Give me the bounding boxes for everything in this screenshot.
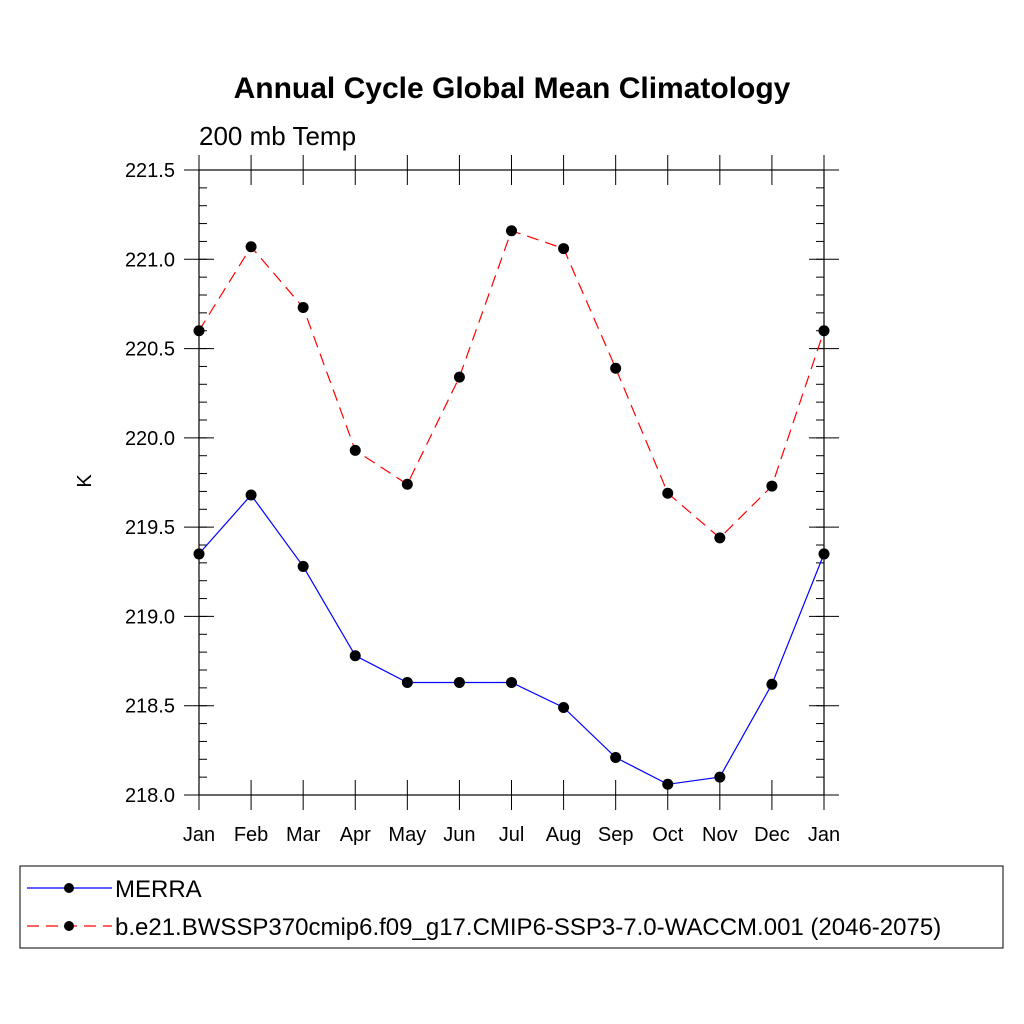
y-axis-label: K (74, 474, 96, 488)
data-point-s1-12 (818, 325, 830, 337)
legend-item-waccm: b.e21.BWSSP370cmip6.f09_g17.CMIP6-SSP3-7… (27, 914, 941, 941)
data-point-s0-12 (818, 548, 830, 560)
data-point-s0-8 (610, 752, 622, 763)
data-point-s0-3 (349, 650, 361, 662)
y-tick-label: 218.5 (125, 696, 175, 718)
series-line-1 (198, 229, 825, 539)
axis-ticks (184, 155, 839, 810)
y-tick-label: 220.5 (125, 339, 175, 361)
x-tick-labels: Jan Feb Mar Apr May Jun Jul Aug Sep Oct Nov Dec Jan (183, 824, 840, 846)
plot-frame (198, 169, 825, 796)
x-tick-label: May (388, 824, 426, 846)
data-point-s0-7 (558, 702, 570, 713)
data-point-s0-5 (453, 677, 465, 688)
y-tick-label: 219.5 (125, 517, 175, 539)
legend-marker-waccm (64, 921, 74, 931)
data-point-s1-7 (558, 243, 570, 255)
x-tick-label: Jan (183, 824, 215, 846)
data-point-s1-8 (610, 362, 622, 374)
x-tick-label: Jan (808, 824, 840, 846)
data-point-s1-3 (349, 444, 361, 456)
y-tick-label: 218.0 (125, 785, 175, 807)
legend-item-merra: MERRA (27, 876, 202, 903)
legend-box (19, 865, 1004, 949)
y-tick-label: 219.0 (125, 606, 175, 628)
legend-label-waccm: b.e21.BWSSP370cmip6.f09_g17.CMIP6-SSP3-7… (115, 914, 941, 941)
data-point-s1-11 (766, 480, 778, 492)
legend-marker-merra (64, 883, 74, 893)
chart-title: Annual Cycle Global Mean Climatology (234, 72, 791, 105)
x-tick-label: Nov (702, 824, 738, 846)
data-point-s0-2 (297, 560, 309, 572)
y-tick-label: 221.5 (125, 160, 175, 182)
data-point-s0-4 (401, 677, 413, 688)
data-point-s0-11 (766, 678, 778, 690)
data-point-s0-9 (662, 778, 674, 790)
data-point-s0-0 (193, 548, 205, 560)
data-point-s1-9 (662, 487, 674, 499)
x-tick-label: Jul (499, 824, 525, 846)
data-point-s1-0 (193, 325, 205, 337)
data-point-s1-10 (714, 532, 726, 544)
x-tick-label: Dec (754, 824, 790, 846)
data-point-s1-6 (506, 225, 517, 237)
data-point-s0-10 (714, 771, 726, 783)
x-tick-label: Mar (286, 824, 321, 846)
x-tick-label: Jun (443, 824, 475, 846)
chart-subtitle: 200 mb Temp (199, 121, 356, 151)
data-point-s1-4 (401, 478, 413, 490)
y-tick-label: 221.0 (125, 249, 175, 271)
x-tick-label: Oct (652, 824, 684, 846)
y-tick-labels: 218.0 218.5 219.0 219.5 220.0 220.5 221.0 221.5 (125, 160, 175, 807)
data-point-s1-2 (297, 302, 309, 313)
data-point-s1-5 (453, 371, 465, 383)
data-point-s0-1 (245, 489, 257, 501)
series-layer (193, 225, 830, 790)
series-line-0 (198, 494, 825, 785)
x-tick-label: Apr (340, 824, 371, 846)
legend-label-merra: MERRA (115, 876, 202, 903)
data-point-s0-6 (506, 677, 517, 688)
x-tick-label: Feb (234, 824, 268, 846)
y-tick-label: 220.0 (125, 428, 175, 450)
x-tick-label: Aug (546, 824, 582, 846)
x-tick-label: Sep (598, 824, 634, 846)
data-point-s1-1 (245, 241, 257, 253)
